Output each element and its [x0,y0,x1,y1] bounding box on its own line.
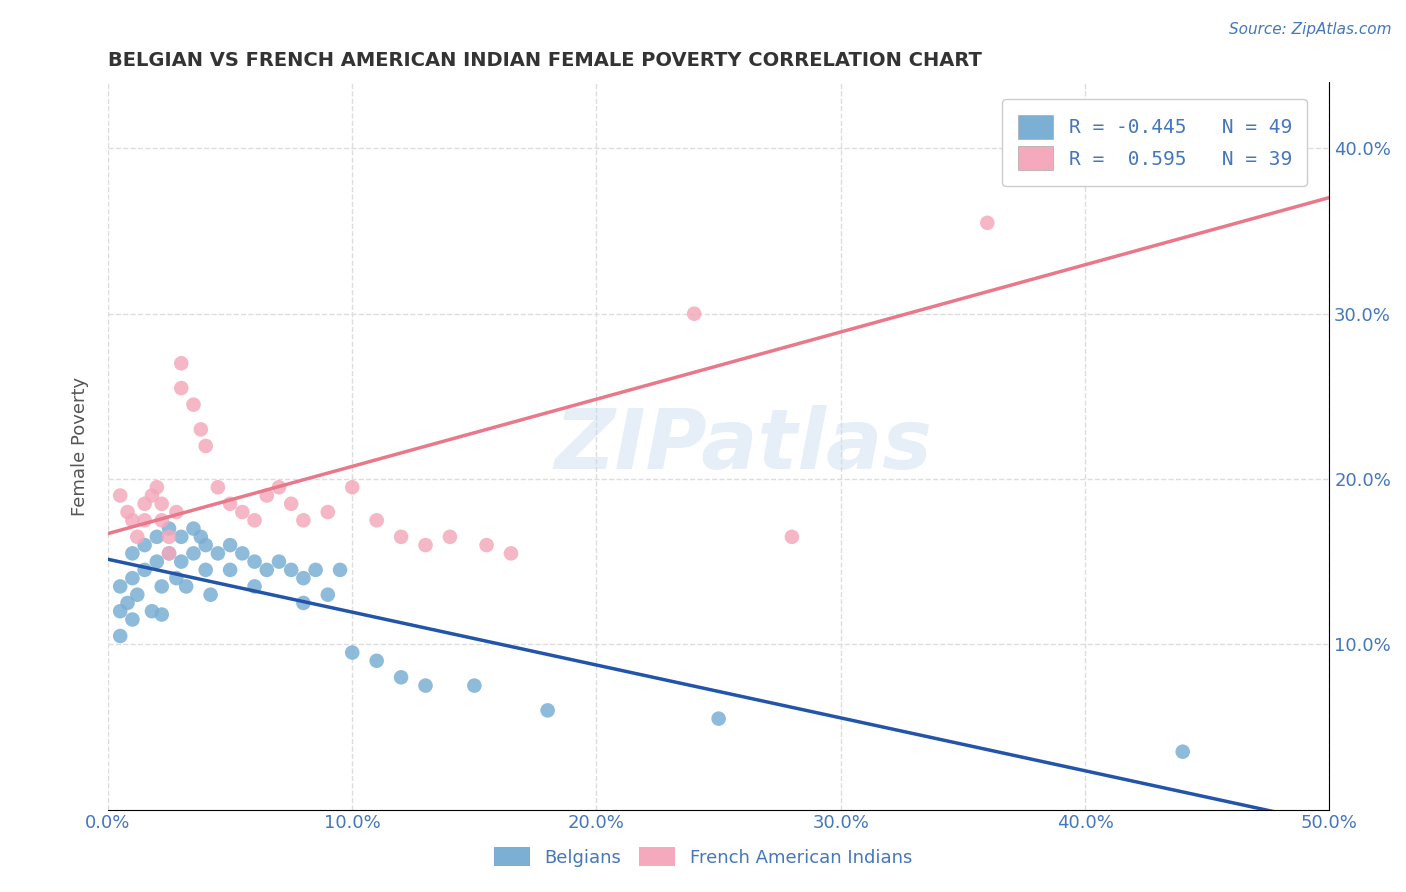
Point [190,422,212,436]
Point [292,571,315,585]
Point [415,538,437,552]
Point [243,579,266,593]
Point [170,530,193,544]
Point [150,513,173,527]
Point [976,216,998,230]
Point [170,356,193,370]
Point [342,480,364,494]
Text: ZIPatlas: ZIPatlas [554,406,932,486]
Point [134,497,156,511]
Point [121,513,143,527]
Point [389,530,412,544]
Point [219,538,242,552]
Point [134,563,156,577]
Text: Source: ZipAtlas.com: Source: ZipAtlas.com [1229,22,1392,37]
Point [243,555,266,569]
Point [117,596,139,610]
Point [475,538,498,552]
Point [537,703,560,717]
Point [267,480,290,494]
Point [146,530,169,544]
Point [174,579,197,593]
Point [165,505,187,519]
Point [157,546,180,560]
Point [1270,117,1292,131]
Point [194,439,217,453]
Point [183,546,205,560]
Point [117,505,139,519]
Point [146,555,169,569]
Point [150,497,173,511]
Point [439,530,461,544]
Point [415,679,437,693]
Point [389,670,412,684]
Point [304,563,326,577]
Point [183,522,205,536]
Point [141,604,163,618]
Point [267,555,290,569]
Point [134,538,156,552]
Point [127,588,149,602]
Point [1171,745,1194,759]
Point [219,497,242,511]
Point [170,381,193,395]
Point [194,563,217,577]
Point [207,480,229,494]
Point [499,546,522,560]
Point [146,480,169,494]
Point [127,530,149,544]
Point [150,607,173,622]
Legend: Belgians, French American Indians: Belgians, French American Indians [486,840,920,874]
Point [200,588,222,602]
Point [256,489,278,503]
Point [108,489,131,503]
Point [194,538,217,552]
Point [108,579,131,593]
Point [366,513,388,527]
Point [121,546,143,560]
Point [183,398,205,412]
Point [463,679,485,693]
Point [256,563,278,577]
Point [780,530,803,544]
Point [207,546,229,560]
Point [157,546,180,560]
Y-axis label: Female Poverty: Female Poverty [72,376,89,516]
Point [157,522,180,536]
Point [134,513,156,527]
Point [316,505,339,519]
Point [292,513,315,527]
Point [329,563,352,577]
Point [231,505,253,519]
Point [108,604,131,618]
Point [292,596,315,610]
Point [190,530,212,544]
Point [121,571,143,585]
Legend: R = -0.445   N = 49, R =  0.595   N = 39: R = -0.445 N = 49, R = 0.595 N = 39 [1002,99,1308,186]
Point [280,497,302,511]
Point [316,588,339,602]
Point [108,629,131,643]
Point [231,546,253,560]
Point [243,513,266,527]
Text: BELGIAN VS FRENCH AMERICAN INDIAN FEMALE POVERTY CORRELATION CHART: BELGIAN VS FRENCH AMERICAN INDIAN FEMALE… [108,51,981,70]
Point [165,571,187,585]
Point [141,489,163,503]
Point [219,563,242,577]
Point [342,646,364,660]
Point [366,654,388,668]
Point [683,307,706,321]
Point [157,530,180,544]
Point [170,555,193,569]
Point [280,563,302,577]
Point [150,579,173,593]
Point [121,612,143,626]
Point [1171,117,1194,131]
Point [707,712,730,726]
